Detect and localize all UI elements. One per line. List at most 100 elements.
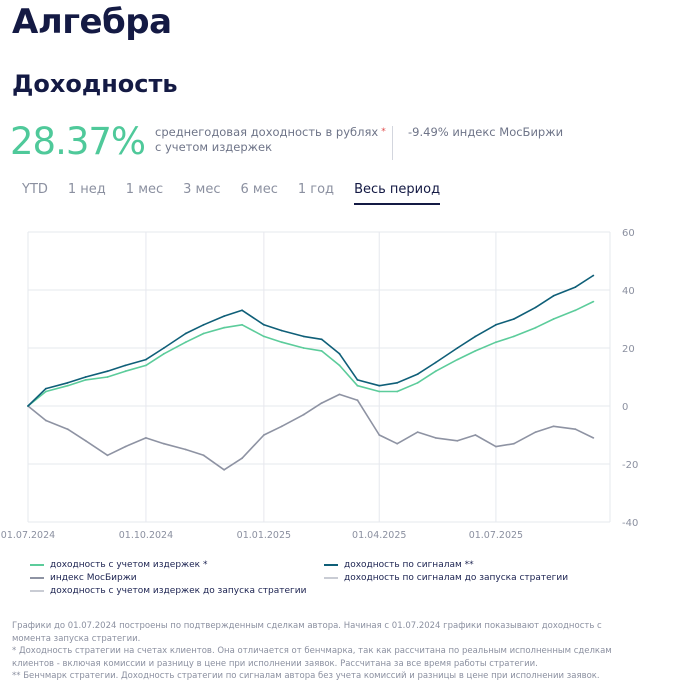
legend-swatch-signals-pre-launch [324, 577, 338, 579]
data-point [574, 286, 577, 288]
series-line [27, 274, 594, 407]
data-point [84, 439, 87, 442]
data-point [106, 376, 109, 378]
data-point [356, 399, 359, 402]
tab-1-week[interactable]: 1 нед [67, 182, 106, 197]
data-point [534, 431, 537, 433]
data-point [512, 442, 515, 445]
data-point [106, 454, 109, 457]
tab-1-month[interactable]: 1 мес [125, 182, 164, 197]
data-point [592, 437, 595, 439]
data-point [552, 425, 555, 428]
legend-item-signals-pre-launch[interactable]: доходность по сигналам до запуска страте… [324, 573, 568, 583]
legend-label-signals: доходность по сигналам ** [344, 560, 474, 570]
data-point [592, 300, 595, 303]
data-point [495, 445, 497, 448]
annual-return-value: 28.37% [10, 120, 146, 163]
data-point [302, 335, 305, 338]
data-point [512, 335, 515, 338]
data-point [45, 419, 47, 422]
data-point [202, 323, 205, 326]
legend-item-signals[interactable]: доходность по сигналам ** [324, 560, 474, 570]
data-point [338, 364, 341, 367]
data-point [280, 329, 283, 332]
page-title: Алгебра [12, 2, 172, 42]
data-point [574, 309, 577, 312]
data-point [223, 315, 226, 317]
data-point [552, 294, 555, 297]
tab-all-period[interactable]: Весь период [354, 182, 441, 205]
legend-swatch-signals [324, 564, 338, 566]
x-tick-label: 01.10.2024 [119, 530, 173, 540]
benchmark-value: -9.49% индекс МосБиржи [408, 125, 564, 139]
y-tick-label: 60 [622, 228, 635, 239]
data-point [202, 454, 205, 457]
data-point [184, 341, 187, 344]
data-point [512, 318, 515, 320]
period-tabs: YTD 1 нед 1 мес 3 мес 6 мес 1 год Весь п… [22, 182, 460, 205]
legend-label-with-costs: доходность с учетом издержек * [50, 560, 208, 570]
annual-return-description: среднегодовая доходность в рублях * с уче… [155, 125, 386, 155]
tab-3-months[interactable]: 3 мес [183, 182, 221, 197]
legend-swatch-with-costs-pre-launch [30, 590, 44, 592]
legend-item-with-costs[interactable]: доходность с учетом издержек * [30, 560, 207, 570]
data-point [495, 341, 497, 344]
data-point [202, 332, 205, 335]
data-point [302, 347, 305, 349]
legend-label-with-costs-pre-launch: доходность с учетом издержек до запуска … [50, 586, 307, 596]
footnote-line: клиентов - включая комиссии и разницу в … [12, 658, 538, 669]
data-point [495, 323, 497, 326]
annual-return-desc-line1: среднегодовая доходность в рублях [155, 125, 379, 139]
data-point [592, 274, 595, 277]
data-point [45, 390, 47, 393]
data-point [396, 390, 399, 393]
data-point [356, 384, 359, 387]
series-line [27, 393, 594, 471]
x-tick-label: 01.04.2025 [352, 530, 406, 540]
data-point [66, 381, 69, 384]
data-point [223, 326, 226, 329]
tab-1-year[interactable]: 1 год [297, 182, 335, 197]
footnote-line: момента запуска стратегии. [12, 633, 141, 644]
data-point [378, 390, 381, 393]
data-point [434, 370, 437, 373]
legend-label-signals-pre-launch: доходность по сигналам до запуска страте… [344, 573, 569, 583]
data-point [434, 361, 437, 364]
data-point [338, 393, 341, 396]
tab-ytd[interactable]: YTD [22, 182, 48, 197]
legend-label-index: индекс МосБиржи [50, 573, 137, 583]
series-line [27, 300, 594, 407]
data-point [145, 358, 147, 361]
data-point [320, 402, 323, 404]
data-point [396, 442, 399, 445]
y-tick-label: -20 [622, 460, 638, 471]
data-point [534, 306, 537, 309]
x-tick-label: 01.07.2024 [1, 530, 55, 540]
footnote-line: ** Бенчмарк стратегии. Доходность страте… [12, 671, 600, 681]
data-point [106, 370, 109, 373]
data-point [145, 364, 147, 367]
y-tick-label: 0 [622, 402, 628, 413]
data-point [378, 434, 381, 436]
data-point [241, 309, 243, 312]
tab-6-months[interactable]: 6 мес [240, 182, 278, 197]
data-point [320, 350, 323, 352]
data-point [124, 364, 127, 367]
returns-chart: 60 40 20 0 -20 -40 01.07.2024 01.10.2024 01.01.2… [1, 228, 639, 540]
x-tick-label: 01.01.2025 [237, 530, 291, 540]
data-point [280, 425, 283, 428]
footnotes: Графики до 01.07.2024 построены по подтв… [12, 620, 662, 683]
y-tick-label: 40 [622, 286, 635, 297]
data-point [124, 370, 127, 373]
data-point [396, 381, 399, 384]
data-point [356, 379, 359, 381]
data-point [84, 379, 87, 381]
data-point [124, 445, 127, 448]
data-point [241, 457, 243, 460]
legend-item-index[interactable]: индекс МосБиржи [30, 573, 137, 583]
legend-item-with-costs-pre-launch[interactable]: доходность с учетом издержек до запуска … [30, 586, 306, 596]
data-point [184, 448, 187, 451]
data-point [474, 335, 477, 338]
data-point [66, 428, 69, 431]
data-point [338, 352, 341, 355]
